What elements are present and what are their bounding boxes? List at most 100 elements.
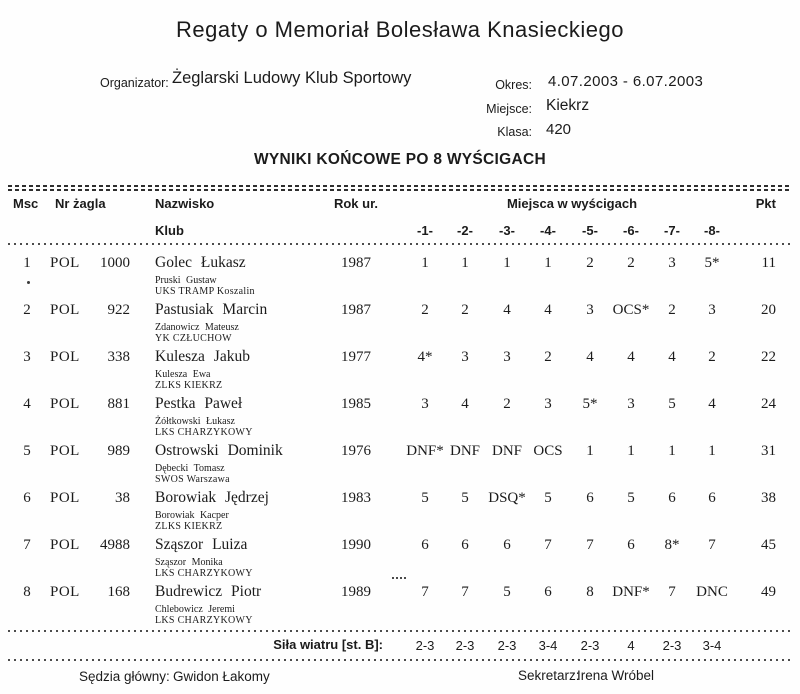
rank-cell: 5 bbox=[23, 443, 31, 459]
col-header-race-7: -7- bbox=[664, 223, 680, 238]
country-cell: POL bbox=[50, 443, 80, 459]
crew-name: Żółtkowski Łukasz bbox=[155, 416, 235, 427]
race-result: 3 bbox=[421, 396, 429, 412]
helmsman-name: Kulesza Jakub bbox=[155, 348, 250, 365]
place-value: Kiekrz bbox=[546, 97, 590, 114]
sail-number-cell: 881 bbox=[107, 396, 131, 412]
race-result: 7 bbox=[544, 537, 552, 553]
wind-value-race-6: 4 bbox=[627, 638, 635, 653]
chief-judge-name: Gwidon Łakomy bbox=[173, 669, 270, 684]
club-name: YK CZŁUCHOW bbox=[155, 333, 232, 344]
rank-cell: 8 bbox=[23, 584, 31, 600]
wind-value-race-5: 2-3 bbox=[580, 638, 600, 653]
race-result: 7 bbox=[586, 537, 594, 553]
country-cell: POL bbox=[50, 584, 80, 600]
col-header-sail-number: Nr żagla bbox=[55, 196, 106, 211]
race-result: 1 bbox=[627, 443, 635, 459]
race-result: 3 bbox=[668, 255, 676, 271]
race-result: 6 bbox=[544, 584, 552, 600]
club-name: ZLKS KIEKRZ bbox=[155, 380, 223, 391]
col-header-race-3: -3- bbox=[499, 223, 515, 238]
race-result: 6 bbox=[461, 537, 469, 553]
race-result: OCS* bbox=[612, 302, 650, 318]
crew-name: Zdanowicz Mateusz bbox=[155, 322, 239, 333]
col-header-race-8: -8- bbox=[704, 223, 720, 238]
sail-number-cell: 168 bbox=[107, 584, 131, 600]
race-result: 1 bbox=[503, 255, 511, 271]
wind-row-top-rule bbox=[8, 630, 794, 632]
points-cell: 31 bbox=[761, 443, 776, 459]
race-result: 2 bbox=[421, 302, 429, 318]
race-result: 8* bbox=[664, 537, 680, 553]
race-result: 4 bbox=[668, 349, 676, 365]
birth-year-cell: 1977 bbox=[341, 349, 371, 365]
place-label: Miejsce: bbox=[486, 102, 532, 116]
race-result: DNF bbox=[449, 443, 480, 459]
race-result: 2 bbox=[461, 302, 469, 318]
rank-cell: 6 bbox=[23, 490, 31, 506]
country-cell: POL bbox=[50, 302, 80, 318]
organizer-label: Organizator: bbox=[100, 76, 169, 90]
country-cell: POL bbox=[50, 349, 80, 365]
race-result: 5 bbox=[461, 490, 469, 506]
birth-year-cell: 1983 bbox=[341, 490, 371, 506]
race-result: 2 bbox=[668, 302, 676, 318]
table-row: 6 POL 38 Borowiak Jędrzej Borowiak Kacpe… bbox=[8, 487, 792, 534]
organizer-value: Żeglarski Ludowy Klub Sportowy bbox=[172, 69, 412, 87]
rank-cell: 4 bbox=[23, 396, 31, 412]
wind-row-bottom-rule bbox=[8, 659, 794, 661]
crew-name: Borowiak Kacper bbox=[155, 510, 229, 521]
col-header-race-places-group: Miejsca w wyścigach bbox=[506, 196, 638, 211]
wind-value-race-7: 2-3 bbox=[662, 638, 682, 653]
scan-artifact bbox=[392, 577, 406, 584]
race-result: 7 bbox=[708, 537, 716, 553]
race-result: DNF* bbox=[612, 584, 650, 600]
crew-name: Dębecki Tomasz bbox=[155, 463, 225, 474]
race-result: 7 bbox=[461, 584, 469, 600]
table-row: 5 POL 989 Ostrowski Dominik Dębecki Toma… bbox=[8, 440, 792, 487]
wind-value-race-8: 3-4 bbox=[702, 638, 722, 653]
sail-number-cell: 38 bbox=[115, 490, 130, 506]
table-row: 1 POL 1000 Golec Łukasz Pruski Gustaw UK… bbox=[8, 252, 792, 299]
race-result: 3 bbox=[627, 396, 635, 412]
race-result: 1 bbox=[586, 443, 594, 459]
race-result: DNF* bbox=[406, 443, 444, 459]
chief-judge-label: Sędzia główny: bbox=[79, 669, 170, 684]
helmsman-name: Borowiak Jędrzej bbox=[155, 489, 269, 506]
helmsman-name: Pastusiak Marcin bbox=[155, 301, 268, 318]
col-header-race-6: -6- bbox=[623, 223, 639, 238]
table-row: 2 POL 922 Pastusiak Marcin Zdanowicz Mat… bbox=[8, 299, 792, 346]
points-cell: 49 bbox=[761, 584, 776, 600]
race-result: 3 bbox=[461, 349, 469, 365]
race-result: 1 bbox=[461, 255, 469, 271]
col-header-race-5: -5- bbox=[582, 223, 598, 238]
race-result: DNF bbox=[491, 443, 522, 459]
race-result: 7 bbox=[421, 584, 429, 600]
period-label: Okres: bbox=[495, 78, 532, 92]
table-row: 3 POL 338 Kulesza Jakub Kulesza Ewa ZLKS… bbox=[8, 346, 792, 393]
race-result: 1 bbox=[421, 255, 429, 271]
wind-value-race-1: 2-3 bbox=[415, 638, 435, 653]
club-name: LKS CHARZYKOWY bbox=[155, 615, 253, 626]
club-name: LKS CHARZYKOWY bbox=[155, 427, 253, 438]
rank-cell: 7 bbox=[23, 537, 31, 553]
doc-title: Regaty o Memoriał Bolesława Knasieckiego bbox=[176, 17, 624, 42]
race-result: 1 bbox=[708, 443, 716, 459]
helmsman-name: Pestka Paweł bbox=[155, 395, 243, 412]
col-header-name: Nazwisko bbox=[155, 196, 215, 211]
table-row: 8 POL 168 Budrewicz Piotr Chlebowicz Jer… bbox=[8, 581, 792, 628]
race-result: DSQ* bbox=[488, 490, 526, 506]
wind-value-race-3: 2-3 bbox=[497, 638, 517, 653]
helmsman-name: Sząszor Luiza bbox=[155, 536, 248, 553]
points-cell: 22 bbox=[761, 349, 776, 365]
race-result: 5 bbox=[421, 490, 429, 506]
rank-cell: 2 bbox=[23, 302, 31, 318]
race-result: 6 bbox=[586, 490, 594, 506]
race-result: 4 bbox=[503, 302, 511, 318]
race-result: 3 bbox=[708, 302, 716, 318]
race-result: OCS bbox=[533, 443, 563, 459]
helmsman-name: Budrewicz Piotr bbox=[155, 583, 262, 600]
race-result: DNC bbox=[696, 584, 728, 600]
table-top-rule bbox=[8, 185, 792, 191]
points-cell: 20 bbox=[761, 302, 776, 318]
